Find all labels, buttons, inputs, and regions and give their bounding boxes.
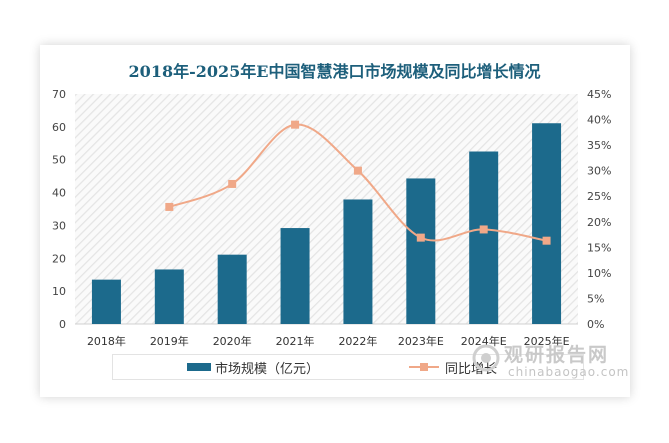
y-left-tick-label: 60 xyxy=(52,121,66,134)
y-right-tick-label: 15% xyxy=(587,241,611,254)
y-right-tick-label: 45% xyxy=(587,88,611,101)
y-right-tick-label: 0% xyxy=(587,318,604,331)
x-tick-label: 2018年 xyxy=(87,334,126,348)
legend-label-yoy-growth: 同比增长 xyxy=(445,361,498,377)
x-tick-label: 2024年E xyxy=(461,334,507,348)
growth-marker xyxy=(165,202,174,211)
y-right-tick-label: 5% xyxy=(587,292,604,305)
x-tick-label: 2025年E xyxy=(524,334,570,348)
growth-marker xyxy=(291,120,300,129)
y-left-tick-label: 30 xyxy=(52,219,66,232)
bar xyxy=(91,279,121,324)
y-left-tick-label: 10 xyxy=(52,285,66,298)
y-left-tick-label: 70 xyxy=(52,88,66,101)
bar xyxy=(343,199,373,324)
legend-swatch-bar xyxy=(187,363,211,371)
y-right-tick-label: 40% xyxy=(587,114,611,127)
growth-marker xyxy=(479,225,488,234)
growth-marker xyxy=(353,166,362,175)
legend-item-market-size: 市场规模（亿元） xyxy=(187,358,319,377)
bar xyxy=(217,254,247,324)
y-right-tick-label: 30% xyxy=(587,165,611,178)
watermark-url: chinabaogao.com xyxy=(508,365,630,379)
x-tick-label: 2020年 xyxy=(213,334,252,348)
bar xyxy=(469,151,499,324)
x-tick-label: 2022年 xyxy=(338,334,377,348)
x-tick-label: 2021年 xyxy=(276,334,315,348)
plot-area-background xyxy=(75,94,578,324)
growth-marker xyxy=(542,236,551,245)
y-left-tick-label: 20 xyxy=(52,252,66,265)
x-tick-label: 2019年 xyxy=(150,334,189,348)
bar xyxy=(280,228,310,324)
bar xyxy=(154,269,184,324)
bar xyxy=(532,123,562,324)
chart-title: 2018年-2025年E中国智慧港口市场规模及同比增长情况 xyxy=(128,62,541,81)
y-right-tick-label: 10% xyxy=(587,267,611,280)
legend-item-yoy-growth: 同比增长 xyxy=(409,358,497,377)
legend-label-market-size: 市场规模（亿元） xyxy=(215,361,320,377)
legend-swatch-line xyxy=(409,361,440,373)
bar xyxy=(406,178,436,324)
y-left-tick-label: 0 xyxy=(59,318,66,331)
y-right-tick-label: 25% xyxy=(587,190,611,203)
y-right-tick-label: 35% xyxy=(587,139,611,152)
chart-legend: 市场规模（亿元） 同比增长 xyxy=(112,354,584,380)
watermark-logo-icon xyxy=(472,344,500,372)
x-tick-label: 2023年E xyxy=(398,334,444,348)
y-left-tick-label: 50 xyxy=(52,154,66,167)
growth-marker xyxy=(228,179,237,188)
watermark: 观研报告网 chinabaogao.com xyxy=(472,340,652,386)
y-left-tick-label: 40 xyxy=(52,187,66,200)
y-right-tick-label: 20% xyxy=(587,216,611,229)
growth-marker xyxy=(416,233,425,242)
watermark-text: 观研报告网 xyxy=(504,344,610,366)
